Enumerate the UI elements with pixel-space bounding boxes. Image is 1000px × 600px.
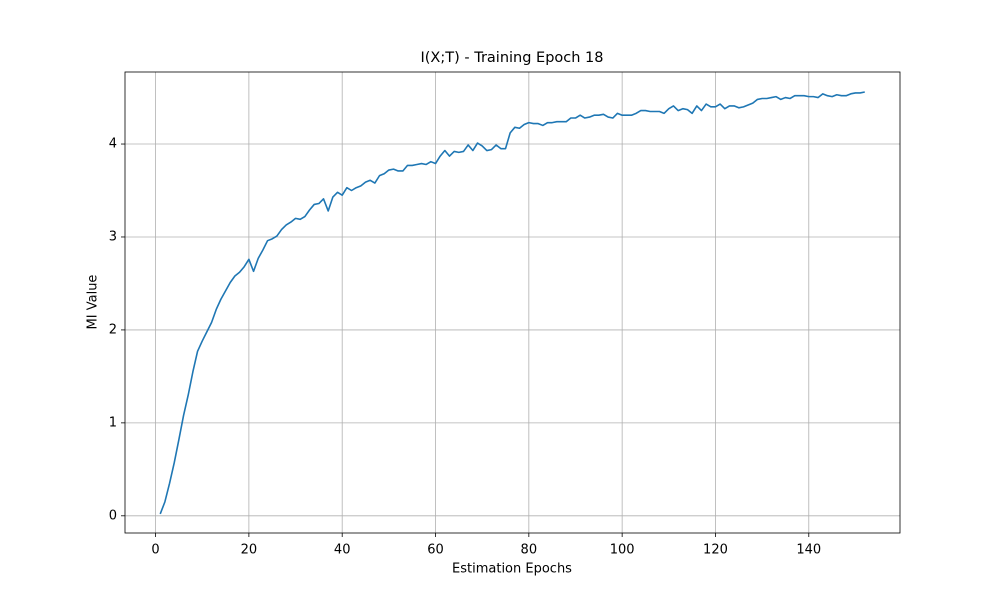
x-tick-label: 80 [521,543,538,558]
x-axis-label: Estimation Epochs [452,562,572,577]
x-tick-label: 40 [334,543,351,558]
x-tick-label: 100 [610,543,635,558]
y-tick-label: 3 [109,229,117,244]
y-tick-label: 2 [109,322,117,337]
plot-frame [124,71,901,534]
line-series [159,91,865,515]
y-axis-label: MI Value [86,275,101,330]
x-tick-label: 140 [796,543,821,558]
chart-title: I(X;T) - Training Epoch 18 [421,50,604,66]
x-tick-label: 120 [703,543,728,558]
y-tick-label: 0 [109,508,117,523]
x-tick-label: 60 [427,543,444,558]
y-tick-label: 4 [109,137,117,152]
x-tick-label: 20 [241,543,258,558]
y-tick-label: 1 [109,415,117,430]
x-tick-label: 0 [151,543,159,558]
